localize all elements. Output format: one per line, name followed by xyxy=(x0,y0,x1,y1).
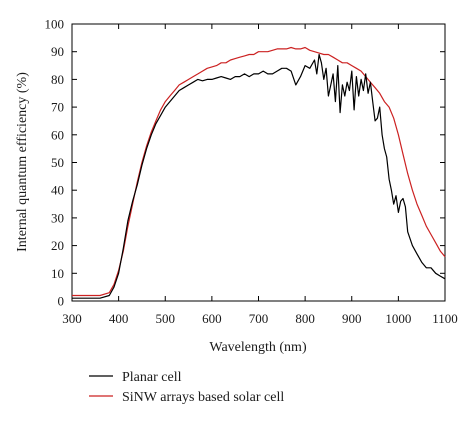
plot-frame xyxy=(71,23,446,302)
x-tick-label: 700 xyxy=(249,311,269,326)
x-axis-label: Wavelength (nm) xyxy=(209,340,307,355)
y-tick-label: 80 xyxy=(51,72,64,87)
legend: Planar cell SiNW arrays based solar cell xyxy=(89,370,284,405)
series-line-sinw xyxy=(72,46,446,297)
y-tick-label: 60 xyxy=(51,127,64,142)
x-tick-label: 1100 xyxy=(432,311,458,326)
x-axis-ticks: 300 400 500 600 700 800 900 1000 1100 xyxy=(62,24,458,326)
y-tick-label: 30 xyxy=(51,210,64,225)
y-tick-label: 10 xyxy=(51,266,64,281)
y-axis-ticks: 0 10 20 30 40 50 60 70 80 90 100 xyxy=(45,17,445,309)
series-line-planar xyxy=(72,53,446,299)
y-axis-label: Internal quantum efficiency (%) xyxy=(15,72,30,252)
x-tick-label: 600 xyxy=(202,311,222,326)
y-tick-label: 40 xyxy=(51,183,64,198)
x-tick-label: 900 xyxy=(342,311,362,326)
x-tick-label: 500 xyxy=(156,311,176,326)
y-tick-label: 100 xyxy=(45,17,65,32)
x-tick-label: 1000 xyxy=(385,311,411,326)
y-tick-label: 90 xyxy=(51,44,64,59)
legend-label-planar: Planar cell xyxy=(122,370,182,385)
y-tick-label: 70 xyxy=(51,100,64,115)
legend-label-sinw: SiNW arrays based solar cell xyxy=(122,390,284,405)
x-tick-label: 400 xyxy=(109,311,129,326)
y-tick-label: 0 xyxy=(58,294,65,309)
x-tick-label: 300 xyxy=(62,311,82,326)
y-tick-label: 50 xyxy=(51,155,64,170)
series-lines xyxy=(72,46,446,299)
x-tick-label: 800 xyxy=(295,311,315,326)
y-tick-label: 20 xyxy=(51,238,64,253)
